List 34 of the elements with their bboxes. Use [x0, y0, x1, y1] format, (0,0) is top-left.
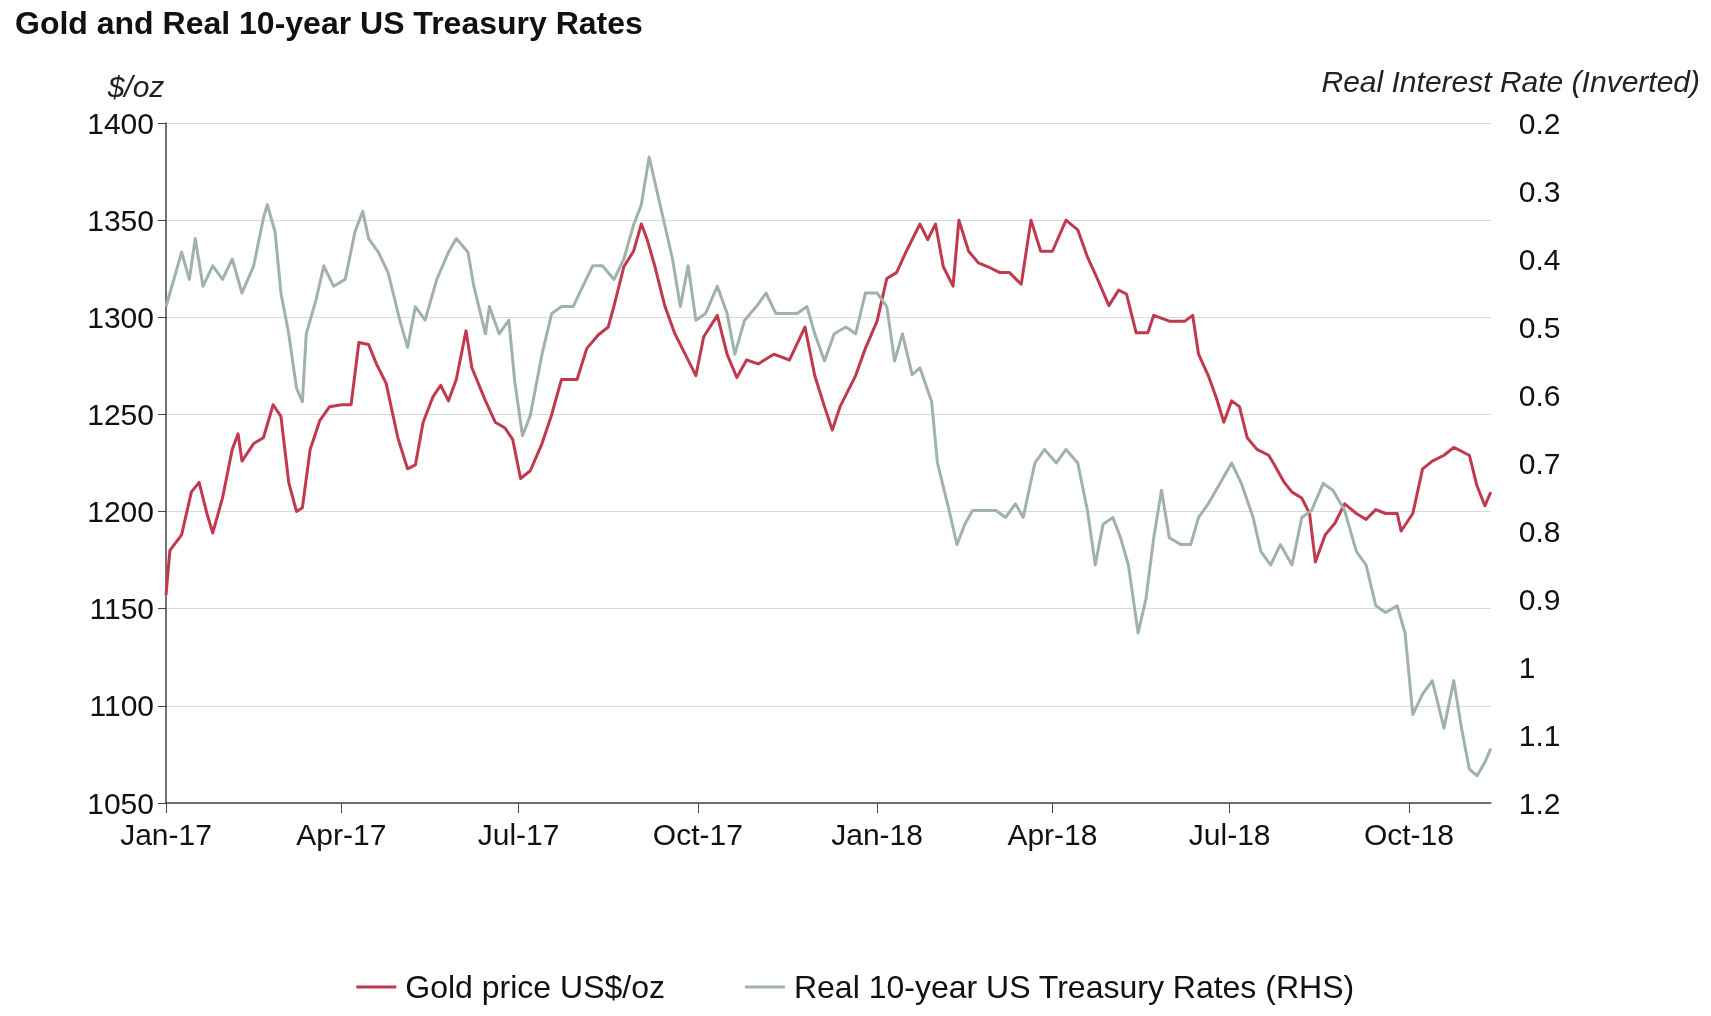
x-tick-label: Jul-18 — [1188, 817, 1271, 851]
y2-axis-title: Real Interest Rate (Inverted) — [1321, 64, 1701, 98]
y2-tick-label: 0.3 — [1518, 174, 1561, 208]
y-tick-label: 1200 — [87, 495, 154, 529]
y-tick-label: 1300 — [87, 300, 154, 334]
y2-tick-label: 0.4 — [1518, 242, 1561, 276]
y-tick-label: 1150 — [89, 592, 154, 626]
y-tick-label: 1350 — [87, 203, 154, 237]
y2-tick-label: 0.7 — [1518, 446, 1561, 480]
y2-tick-label: 1 — [1518, 650, 1536, 684]
y2-tick-label: 0.5 — [1518, 310, 1561, 344]
line-series — [164, 155, 1493, 778]
y2-tick-label: 0.6 — [1518, 378, 1561, 412]
y-tick-label: 1250 — [87, 397, 154, 431]
chart-title: Gold and Real 10-year US Treasury Rates — [15, 5, 643, 41]
x-tick-label: Jan-18 — [831, 817, 923, 851]
x-tick-label: Oct-18 — [1363, 817, 1454, 851]
y-axis-title: $/oz — [106, 69, 165, 103]
legend-label: Real 10-year US Treasury Rates (RHS) — [793, 969, 1355, 1005]
y-tick-label: 1050 — [87, 786, 154, 820]
y2-tick-label: 1.1 — [1518, 718, 1561, 752]
y-tick-label: 1100 — [89, 689, 154, 723]
y2-tick-label: 0.2 — [1518, 106, 1561, 140]
x-tick-label: Jan-17 — [120, 817, 212, 851]
x-tick-label: Apr-17 — [296, 817, 387, 851]
x-tick-label: Oct-17 — [652, 817, 743, 851]
y2-tick-label: 0.9 — [1518, 582, 1561, 616]
line-series — [164, 218, 1493, 597]
x-tick-label: Jul-17 — [477, 817, 560, 851]
legend-label: Gold price US$/oz — [405, 969, 665, 1005]
x-tick-label: Apr-18 — [1007, 817, 1098, 851]
y-tick-label: 1400 — [87, 106, 154, 140]
y2-tick-label: 0.8 — [1518, 514, 1561, 548]
y2-tick-label: 1.2 — [1518, 786, 1561, 820]
